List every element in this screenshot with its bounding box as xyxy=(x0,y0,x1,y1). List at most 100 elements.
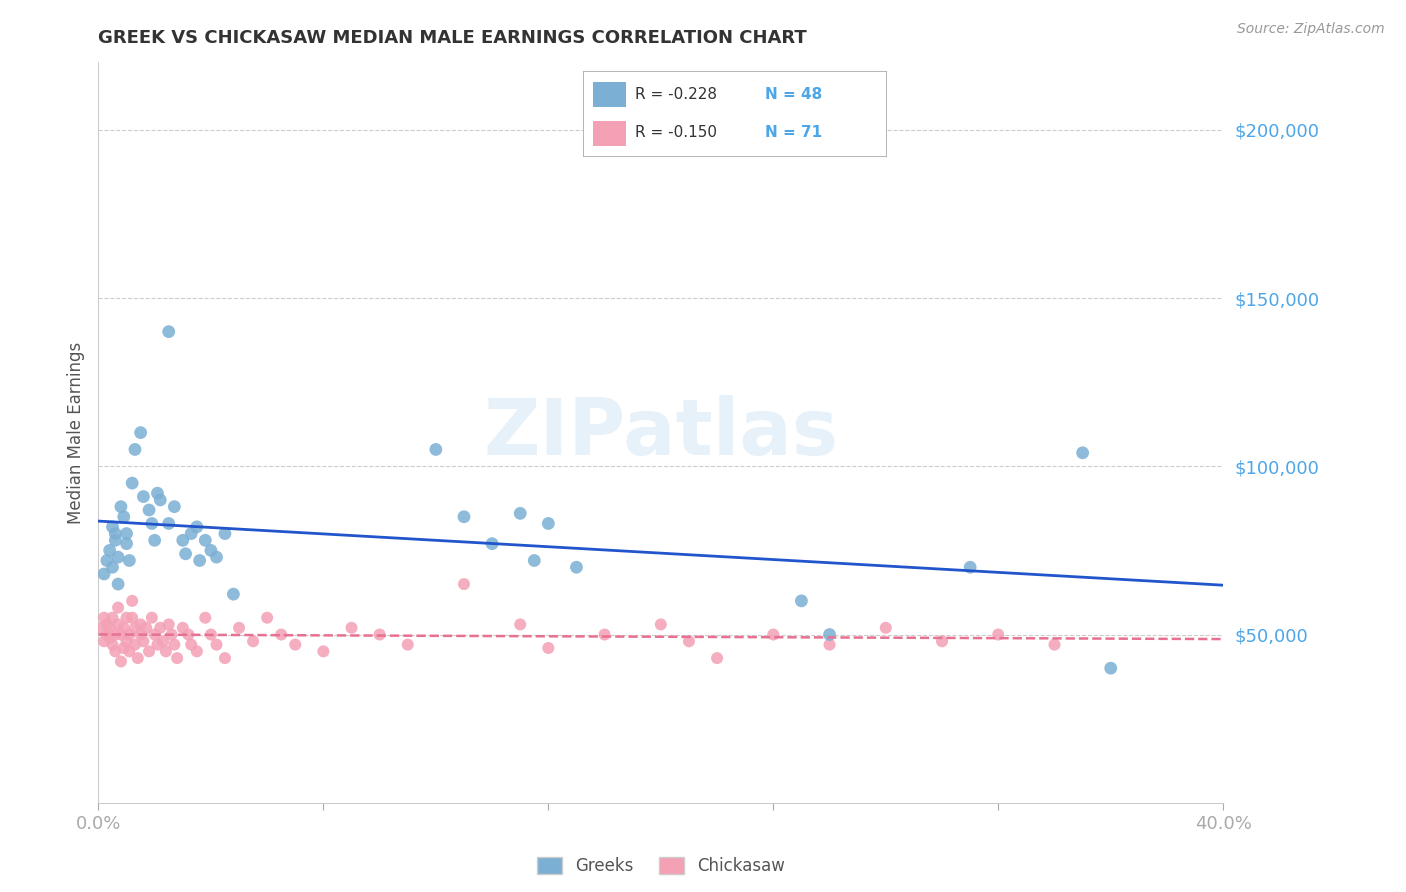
Point xyxy=(96,617,118,632)
Point xyxy=(127,651,149,665)
Text: R = -0.228: R = -0.228 xyxy=(636,87,717,102)
Point xyxy=(129,617,152,632)
Point xyxy=(149,492,172,507)
Point xyxy=(121,594,143,608)
Point xyxy=(200,543,222,558)
Point xyxy=(509,507,531,521)
Point xyxy=(593,627,616,641)
Point xyxy=(368,627,391,641)
Point xyxy=(256,610,278,624)
Point xyxy=(180,526,202,541)
Point xyxy=(790,594,813,608)
Point xyxy=(186,644,208,658)
Point xyxy=(129,627,152,641)
Point xyxy=(453,577,475,591)
Point xyxy=(90,621,112,635)
Point xyxy=(157,617,180,632)
Point xyxy=(481,536,503,550)
Point xyxy=(818,638,841,652)
Point xyxy=(425,442,447,457)
Point xyxy=(141,516,163,531)
Point xyxy=(396,638,419,652)
Point xyxy=(138,503,160,517)
Point xyxy=(174,547,197,561)
Point xyxy=(270,627,292,641)
Legend: Greeks, Chickasaw: Greeks, Chickasaw xyxy=(529,848,793,883)
Point xyxy=(135,621,157,635)
Point xyxy=(149,621,172,635)
Point xyxy=(121,610,143,624)
Point xyxy=(537,640,560,655)
Point xyxy=(228,621,250,635)
Point xyxy=(166,651,188,665)
Point xyxy=(104,627,127,641)
Bar xyxy=(592,120,626,146)
Point xyxy=(107,577,129,591)
Point xyxy=(112,621,135,635)
Point xyxy=(93,566,115,581)
Point xyxy=(101,638,124,652)
Point xyxy=(762,627,785,641)
Point xyxy=(214,526,236,541)
Point xyxy=(1071,446,1094,460)
Point xyxy=(118,553,141,567)
Point xyxy=(453,509,475,524)
Point xyxy=(110,627,132,641)
Point xyxy=(565,560,588,574)
Point xyxy=(112,509,135,524)
Point xyxy=(101,610,124,624)
Point xyxy=(200,627,222,641)
Point xyxy=(706,651,728,665)
Point xyxy=(104,644,127,658)
Point xyxy=(146,638,169,652)
Point xyxy=(509,617,531,632)
Point xyxy=(186,520,208,534)
Point xyxy=(163,638,186,652)
Point xyxy=(112,640,135,655)
Point xyxy=(155,644,177,658)
Point xyxy=(194,533,217,548)
Point xyxy=(163,500,186,514)
Point xyxy=(650,617,672,632)
Point xyxy=(132,490,155,504)
Point xyxy=(118,627,141,641)
Point xyxy=(98,631,121,645)
Point xyxy=(107,600,129,615)
Point xyxy=(1099,661,1122,675)
Point xyxy=(312,644,335,658)
Point xyxy=(129,425,152,440)
Bar xyxy=(592,81,626,107)
Point xyxy=(98,543,121,558)
Point xyxy=(180,638,202,652)
Y-axis label: Median Male Earnings: Median Male Earnings xyxy=(66,342,84,524)
Point xyxy=(523,553,546,567)
Point xyxy=(214,651,236,665)
Point xyxy=(152,634,174,648)
Point xyxy=(115,634,138,648)
Text: GREEK VS CHICKASAW MEDIAN MALE EARNINGS CORRELATION CHART: GREEK VS CHICKASAW MEDIAN MALE EARNINGS … xyxy=(98,29,807,47)
Text: Source: ZipAtlas.com: Source: ZipAtlas.com xyxy=(1237,22,1385,37)
Point xyxy=(340,621,363,635)
Point xyxy=(101,560,124,574)
Point xyxy=(188,553,211,567)
Point xyxy=(678,634,700,648)
Point xyxy=(172,621,194,635)
Point xyxy=(177,627,200,641)
Text: N = 71: N = 71 xyxy=(765,125,823,140)
Point xyxy=(242,634,264,648)
Point xyxy=(115,536,138,550)
Point xyxy=(157,516,180,531)
Point xyxy=(98,621,121,635)
Point xyxy=(141,610,163,624)
Point xyxy=(143,533,166,548)
Point xyxy=(222,587,245,601)
Point xyxy=(104,526,127,541)
Point xyxy=(205,550,228,565)
Point xyxy=(93,634,115,648)
Point xyxy=(93,610,115,624)
Point xyxy=(194,610,217,624)
Point xyxy=(96,627,118,641)
Point xyxy=(107,617,129,632)
Point xyxy=(931,634,953,648)
Point xyxy=(959,560,981,574)
